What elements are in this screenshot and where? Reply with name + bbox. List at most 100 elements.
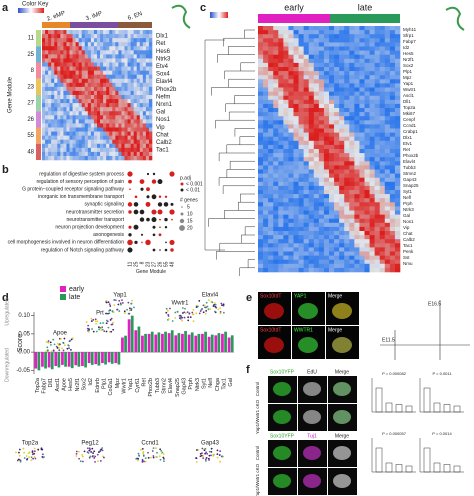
heat-cell xyxy=(273,157,279,162)
heat-cell xyxy=(313,83,320,88)
heat-cell xyxy=(288,58,294,64)
heat-cell xyxy=(139,90,144,96)
axis-title: Gene Module xyxy=(136,269,166,275)
heat-cell xyxy=(78,34,83,39)
heat-cell xyxy=(84,155,89,161)
gene-label: Snap25 xyxy=(403,183,419,188)
heat-cell xyxy=(78,38,83,43)
legend-label: 20 xyxy=(187,225,193,231)
heat-cell xyxy=(318,62,325,68)
heat-cell xyxy=(374,255,381,260)
image-label: Merge xyxy=(328,293,342,299)
heat-cell xyxy=(293,75,299,80)
heat-cell xyxy=(359,128,365,133)
heat-cell xyxy=(389,112,396,117)
heat-cell xyxy=(349,128,355,133)
side-label: Downregulated xyxy=(4,348,10,382)
heat-cell xyxy=(109,151,113,157)
heat-cell xyxy=(97,95,101,100)
gene-label: Calb2 xyxy=(156,140,172,146)
heat-cell xyxy=(54,78,58,84)
heat-cell xyxy=(136,62,141,67)
heat-cell xyxy=(45,155,49,161)
heat-cell xyxy=(90,95,95,100)
heat-cell xyxy=(313,263,320,269)
heat-cell xyxy=(268,181,274,187)
heat-cell xyxy=(293,30,299,35)
gene-label: Sst xyxy=(403,255,410,260)
gene-label: Tac1 xyxy=(403,243,413,248)
heat-cell xyxy=(268,243,274,248)
heat-cell xyxy=(374,247,381,252)
heat-cell xyxy=(273,62,279,68)
heat-cell xyxy=(369,235,375,240)
heat-cell xyxy=(268,169,274,174)
heat-cell xyxy=(139,78,144,84)
heat-cell xyxy=(130,115,134,120)
heat-cell xyxy=(339,79,345,84)
heat-cell xyxy=(127,103,131,108)
heat-cell xyxy=(103,155,107,161)
heat-cell xyxy=(298,202,304,207)
heat-cell xyxy=(369,185,375,191)
heat-cell xyxy=(57,127,61,132)
heat-cell xyxy=(103,123,107,128)
heat-cell xyxy=(278,185,284,191)
heat-cell xyxy=(57,135,61,140)
heat-cell xyxy=(349,222,355,228)
bar xyxy=(77,352,81,367)
heat-cell xyxy=(278,75,284,80)
heat-cell xyxy=(139,46,144,51)
heat-cell xyxy=(384,202,391,207)
umap-point xyxy=(214,305,217,308)
heat-cell xyxy=(318,259,325,265)
heat-cell xyxy=(303,103,310,109)
heat-cell xyxy=(278,144,284,150)
heat-cell xyxy=(344,46,350,51)
heat-cell xyxy=(87,143,92,149)
legend-label: late xyxy=(69,294,80,301)
heat-cell xyxy=(51,54,55,59)
heat-cell xyxy=(339,222,345,228)
heat-cell xyxy=(139,50,144,55)
heat-cell xyxy=(379,153,386,158)
umap-point xyxy=(26,458,28,461)
umap-point xyxy=(119,302,122,305)
heat-cell xyxy=(45,151,49,157)
heat-cell xyxy=(148,119,153,124)
heat-cell xyxy=(334,87,340,92)
umap-point xyxy=(91,447,94,450)
heat-cell xyxy=(278,103,284,109)
heat-cell xyxy=(81,78,86,84)
heat-cell xyxy=(142,115,147,120)
dot xyxy=(159,218,161,221)
heat-cell xyxy=(133,42,138,47)
heat-cell xyxy=(308,251,315,256)
heat-cell xyxy=(288,91,294,96)
heat-cell xyxy=(308,62,315,68)
heat-cell xyxy=(103,46,107,51)
heat-cell xyxy=(263,124,269,129)
bar xyxy=(64,352,67,367)
bar xyxy=(67,352,71,367)
heat-cell xyxy=(389,218,396,224)
heat-cell xyxy=(288,62,294,68)
heat-cell xyxy=(354,46,360,51)
heat-cell xyxy=(273,198,279,203)
heat-cell xyxy=(313,116,320,121)
heat-cell xyxy=(339,202,345,207)
heat-cell xyxy=(298,67,304,72)
heat-cell xyxy=(379,218,386,224)
heat-cell xyxy=(127,139,131,145)
heat-cell xyxy=(308,218,315,224)
heat-cell xyxy=(389,239,396,244)
heat-cell xyxy=(121,127,125,132)
heat-cell xyxy=(130,30,134,35)
heat-cell xyxy=(359,30,365,35)
heat-cell xyxy=(100,147,104,153)
heat-cell xyxy=(313,243,320,248)
heat-cell xyxy=(66,74,70,80)
heat-cell xyxy=(339,210,345,215)
heat-cell xyxy=(93,151,98,157)
heat-cell xyxy=(278,177,284,183)
